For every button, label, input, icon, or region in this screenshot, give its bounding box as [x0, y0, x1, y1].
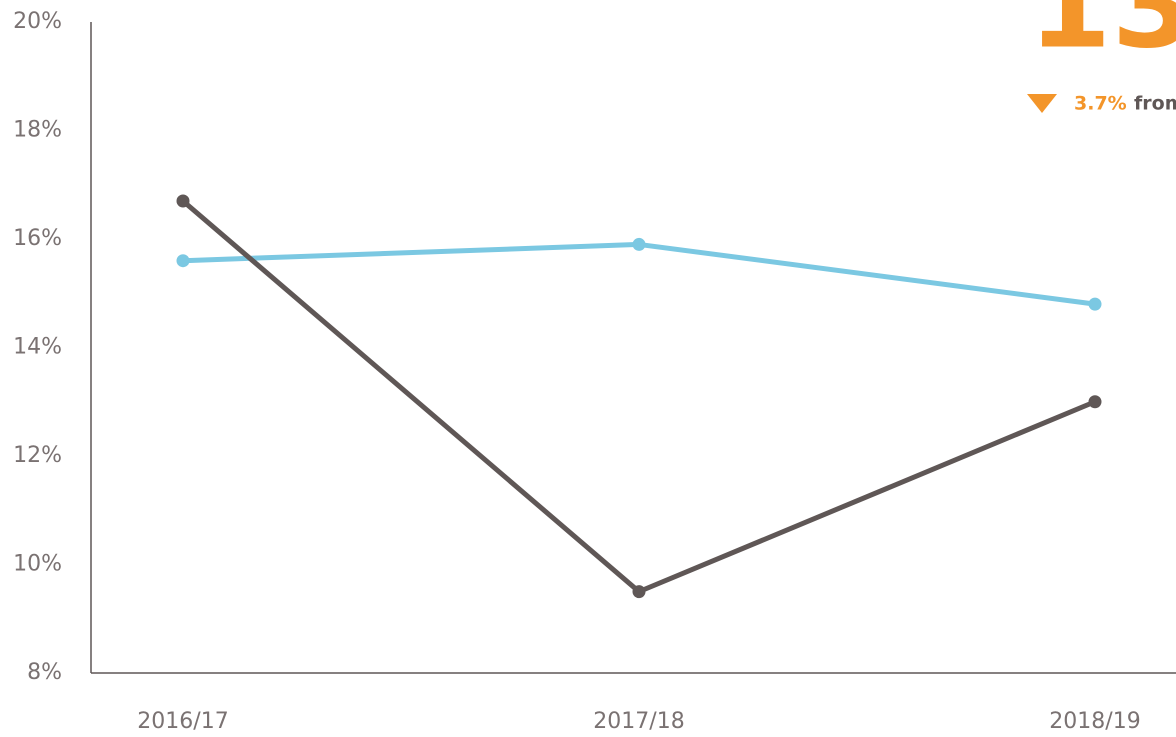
y-tick-label: 20% [13, 9, 62, 34]
change-text: from [1134, 93, 1176, 115]
series-line [181, 199, 1096, 595]
down-arrow [1027, 94, 1057, 113]
y-tick-label: 12% [13, 443, 62, 468]
y-tick-label: 18% [13, 118, 62, 143]
kpi-value: 13. [1028, 0, 1176, 76]
y-tick-label: 10% [13, 552, 62, 577]
x-tick-label: 2018/19 [1049, 709, 1140, 734]
series-point [1088, 297, 1102, 311]
y-tick-label: 16% [13, 226, 62, 251]
series-point [1088, 395, 1102, 409]
series-point [632, 585, 646, 599]
x-tick-label: 2017/18 [593, 709, 684, 734]
change-value: 3.7% [1074, 93, 1127, 115]
series-point [632, 237, 646, 251]
series-point [176, 194, 190, 208]
x-tick-label: 2016/17 [137, 709, 228, 734]
y-tick-label: 14% [13, 335, 62, 360]
series-point [176, 254, 190, 268]
y-tick-label: 8% [27, 660, 62, 685]
series-line [182, 241, 1096, 307]
